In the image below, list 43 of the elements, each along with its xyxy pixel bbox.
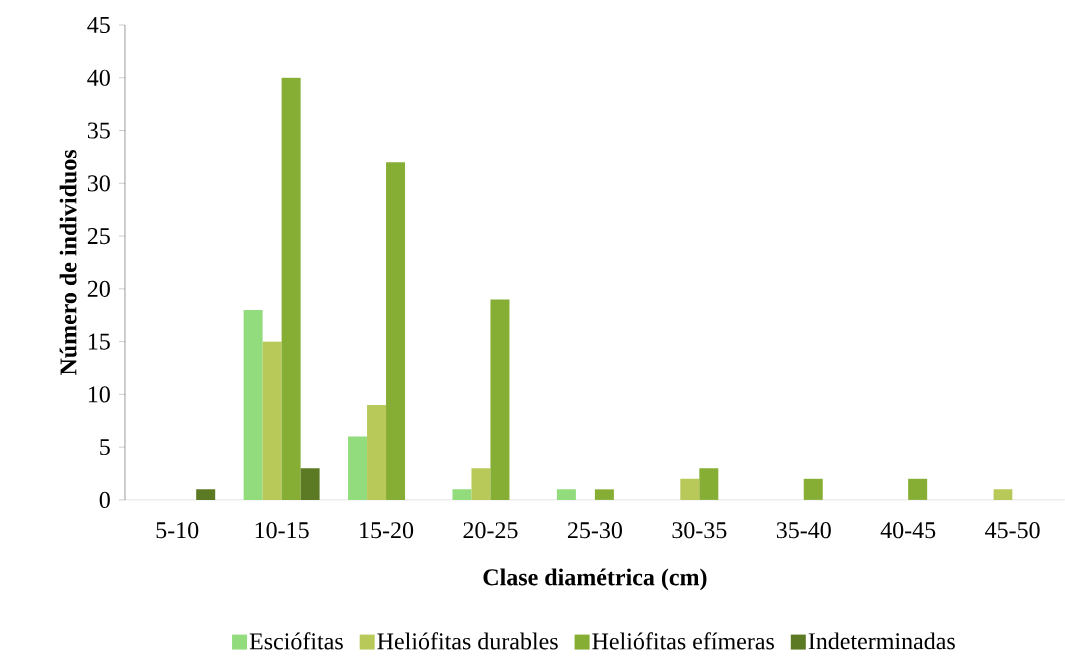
legend-label: Esciófitas [249,632,343,650]
bar [699,468,719,500]
y-axis-title: Número de individuos [59,150,77,376]
bar [262,341,282,500]
x-tick-label: 35-40 [776,522,831,539]
bar [386,162,406,500]
y-tick-label: 35 [87,122,110,139]
y-tick-label: 20 [87,280,110,297]
x-tick-label: 5-10 [156,522,199,539]
bar [348,436,368,500]
bar [680,478,700,500]
x-tick-label: 40-45 [880,522,936,539]
legend-label: Heliófitas efímeras [592,632,774,650]
bar [908,478,928,500]
bar [556,489,576,500]
bar [490,299,510,500]
y-tick-label: 0 [99,491,110,509]
y-tick-label: 45 [87,17,110,34]
bar [196,489,216,500]
x-tick-label: 30-35 [672,522,727,539]
bar [367,404,387,500]
bar [281,77,301,500]
bar [993,489,1013,500]
bar [243,310,263,500]
legend-label: Heliófitas durables [377,632,558,650]
x-axis-title: Clase diamétrica (cm) [483,568,707,591]
y-tick-label: 40 [87,69,110,86]
x-tick-label: 10-15 [255,522,309,539]
x-tick-label: 20-25 [463,522,518,539]
bar [452,489,472,500]
y-tick-label: 10 [88,386,110,403]
legend-label: Indeterminadas [808,632,955,650]
bar [471,468,491,500]
bar [803,478,823,500]
x-tick-label: 25-30 [567,522,622,539]
y-tick-label: 5 [100,439,110,456]
bar [594,489,614,500]
x-tick-label: 15-20 [360,522,414,539]
y-tick-label: 15 [88,333,110,350]
bar [300,468,320,500]
x-tick-label: 45-50 [985,522,1040,539]
y-tick-label: 25 [87,228,110,245]
y-tick-label: 30 [87,175,110,192]
